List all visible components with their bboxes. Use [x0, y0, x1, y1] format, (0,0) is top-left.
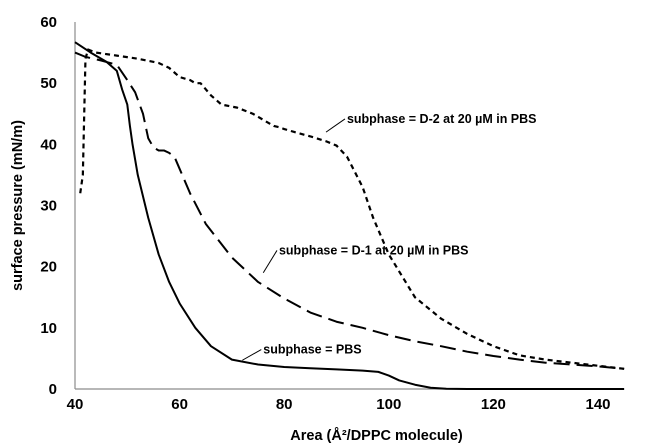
y-tick-label: 60: [40, 14, 57, 31]
y-tick-label: 40: [40, 136, 57, 153]
annotations: subphase = D-2 at 20 µM in PBS subphase =…: [242, 112, 537, 361]
annotation-label: subphase = D-1 at 20 µM in PBS: [279, 243, 469, 257]
y-tick-label: 20: [40, 259, 57, 276]
annotation-leader: [242, 349, 262, 361]
y-tick-label: 30: [40, 198, 57, 215]
x-tick-label: 100: [376, 396, 401, 413]
plot-area: [74, 41, 625, 390]
y-axis-title: surface pressure (mN/m): [10, 120, 26, 291]
x-tick-label: 40: [67, 396, 84, 413]
series-line-2: [74, 51, 625, 370]
x-axis-title: Area (Å²/DPPC molecule): [290, 427, 463, 443]
annotation-leader: [262, 250, 278, 274]
x-tick-label: 140: [585, 396, 610, 413]
y-tick-label: 0: [49, 381, 57, 398]
y-tick-label: 50: [40, 75, 57, 92]
y-tick-label: 10: [40, 320, 57, 337]
axes: [74, 22, 624, 390]
x-tick-label: 120: [481, 396, 506, 413]
series-line-3: [79, 48, 625, 370]
annotation-label: subphase = PBS: [263, 343, 361, 357]
series-line-1: [74, 41, 625, 390]
x-tick-label: 60: [171, 396, 188, 413]
annotation-leader: [325, 118, 346, 133]
annotation-label: subphase = D-2 at 20 µM in PBS: [347, 112, 537, 126]
x-tick-label: 80: [276, 396, 293, 413]
tick-labels: 40 60 80 100 120 140 0 10 20 30 40 50 60: [40, 14, 610, 413]
